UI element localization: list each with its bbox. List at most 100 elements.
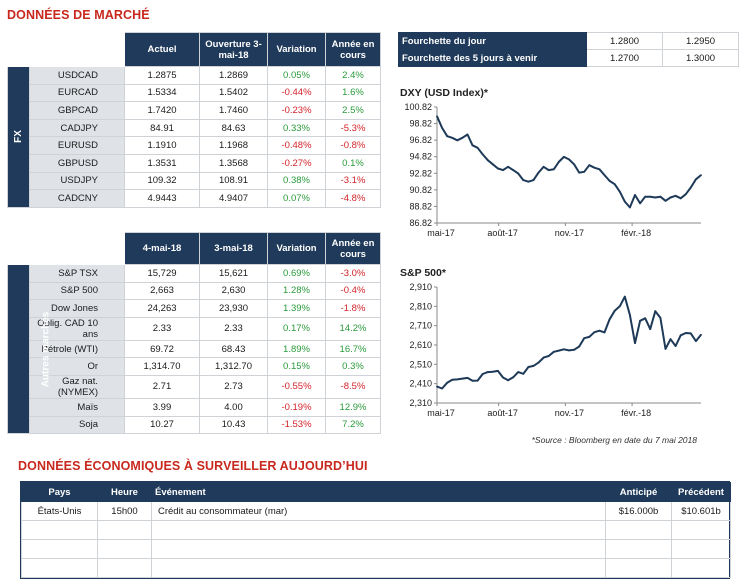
range-high: 1.3000: [662, 49, 739, 67]
row-open: 1.3568: [199, 153, 268, 173]
row-name: Or: [29, 357, 125, 376]
other-markets-table: 4-mai-18 3-mai-18 Variation Année en cou…: [7, 232, 381, 435]
row-ytd: -0.4%: [325, 281, 381, 301]
x-tick-label: nov.-17: [555, 408, 584, 418]
row-change: 0.17%: [267, 316, 326, 341]
data-point: [476, 379, 479, 382]
data-point: [471, 144, 474, 147]
row-name: GBPCAD: [29, 101, 125, 120]
data-point: [598, 329, 601, 332]
data-point: [679, 334, 682, 337]
time-cell: [97, 558, 152, 578]
range-row: Fourchette des 5 jours à venir 1.2700 1.…: [398, 49, 739, 67]
header-blank: [7, 32, 125, 67]
data-point: [466, 133, 469, 136]
table-row: Or 1,314.70 1,312.70 0.15% 0.3%: [8, 357, 381, 376]
time-cell: [97, 539, 152, 559]
row-current: 10.27: [124, 415, 200, 435]
table-row: CADCNY 4.9443 4.9407 0.07% -4.8%: [8, 189, 381, 208]
data-point: [547, 355, 550, 357]
data-point: [507, 165, 509, 168]
data-point: [598, 168, 601, 171]
sp500-chart: 2,910 2,810 2,710 2,610 2,510 2,410 2,310mai-1…: [409, 283, 702, 418]
x-tick-label: mai-17: [427, 408, 455, 418]
data-point: [537, 361, 540, 364]
table-row: États-Unis 15h00 Crédit au consommateur (m…: [21, 501, 731, 521]
col-header: Actuel: [124, 32, 200, 67]
row-open: 15,621: [199, 264, 268, 283]
sp500-chart-title: S&P 500*: [400, 267, 446, 279]
data-point: [502, 376, 504, 379]
data-point: [679, 197, 682, 200]
row-change: 0.05%: [267, 66, 326, 85]
row-change: 0.38%: [267, 171, 326, 191]
data-point: [654, 196, 657, 199]
y-tick-label: 2,910: [409, 283, 432, 292]
data-point: [568, 349, 570, 352]
data-point: [532, 179, 535, 181]
row-ytd: -0.8%: [325, 136, 381, 155]
row-open: 1.1968: [199, 136, 268, 155]
market-data-title: DONNÉES DE MARCHÉ: [7, 8, 150, 22]
data-point: [527, 366, 530, 368]
data-point: [608, 318, 611, 321]
col-header: 4-mai-18: [124, 232, 200, 265]
data-point: [583, 337, 586, 340]
y-tick-label: 2,410: [409, 379, 432, 389]
data-point: [659, 317, 662, 319]
series-line: [436, 295, 702, 390]
table-row: [21, 558, 731, 578]
econ-header: Événement: [151, 482, 606, 502]
data-point: [634, 342, 636, 344]
country-cell: États-Unis: [21, 501, 98, 521]
fx-side-label-text: FX: [13, 130, 24, 144]
y-tick-label: 88.82: [409, 201, 432, 211]
row-open: 2,630: [199, 281, 268, 301]
data-point: [608, 180, 611, 182]
data-point: [497, 370, 499, 372]
row-open: 10.43: [199, 415, 268, 435]
data-point: [664, 199, 667, 202]
range-label: Fourchette du jour: [398, 32, 587, 50]
range-low: 1.2700: [586, 49, 663, 67]
data-point: [684, 193, 687, 196]
row-name: Oblig. CAD 10 ans: [29, 316, 125, 341]
row-ytd: -4.8%: [325, 189, 381, 208]
col-header: Variation: [267, 32, 326, 67]
col-header: Ouverture 3-mai-18: [199, 32, 268, 67]
data-point: [481, 153, 484, 156]
row-current: 24,263: [124, 299, 200, 318]
row-name: USDCAD: [29, 66, 125, 85]
series-line: [436, 115, 702, 209]
data-point: [451, 136, 454, 139]
data-point: [603, 331, 606, 334]
row-ytd: -5.3%: [325, 118, 381, 138]
data-point: [578, 345, 581, 348]
row-ytd: -1.8%: [325, 299, 381, 318]
data-point: [674, 194, 677, 197]
data-point: [446, 135, 449, 138]
y-tick-label: 90.82: [409, 185, 432, 195]
data-point: [491, 163, 494, 166]
row-current: 1.7420: [124, 101, 200, 120]
expected-cell: $16.000b: [605, 501, 672, 521]
data-point: [456, 139, 459, 142]
col-header: Année en cours: [325, 32, 381, 67]
row-current: 109.32: [124, 171, 200, 191]
data-point: [466, 376, 469, 379]
table-row: FX USDCAD 1.2875 1.2869 0.05% 2.4%: [7, 66, 381, 208]
data-point: [634, 194, 636, 196]
data-point: [481, 373, 484, 375]
data-point: [689, 186, 692, 189]
data-point: [436, 115, 438, 118]
row-change: 1.28%: [267, 281, 326, 301]
y-tick-label: 100.82: [404, 103, 432, 112]
data-point: [644, 317, 647, 320]
row-current: 69.72: [124, 339, 200, 359]
x-tick-label: août-17: [487, 408, 518, 418]
data-point: [507, 379, 509, 382]
fx-table: Actuel Ouverture 3-mai-18 Variation Anné…: [7, 32, 381, 208]
row-open: 84.63: [199, 118, 268, 138]
data-point: [441, 126, 443, 129]
data-point: [573, 163, 575, 166]
